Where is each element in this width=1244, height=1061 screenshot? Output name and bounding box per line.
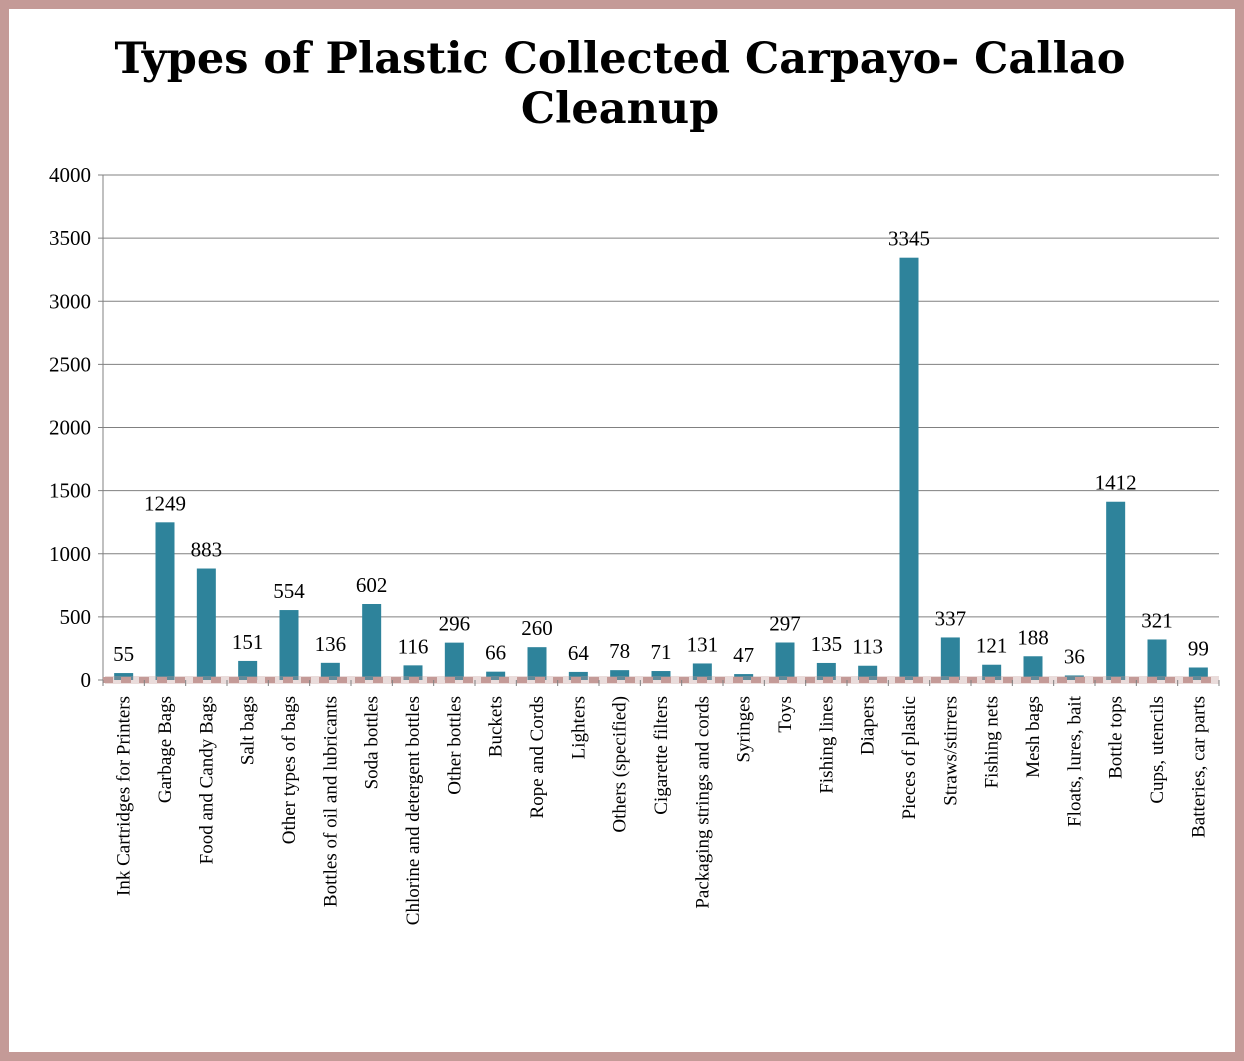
bar — [1147, 639, 1167, 680]
x-tick-label: Mesh bags — [1023, 696, 1044, 778]
x-tick-label: Soda bottles — [362, 696, 383, 789]
bar — [651, 671, 671, 680]
bar — [610, 670, 630, 680]
y-tick-label: 1500 — [49, 479, 91, 503]
data-label: 1249 — [144, 491, 186, 515]
bar — [816, 662, 836, 680]
data-label: 71 — [651, 640, 672, 664]
bar — [196, 568, 216, 680]
bar — [1188, 667, 1208, 680]
bar — [734, 674, 754, 680]
bar — [114, 673, 134, 680]
data-label: 883 — [191, 538, 223, 562]
bar — [982, 664, 1002, 680]
data-label: 55 — [113, 642, 134, 666]
x-tick-label: Rope and Cords — [527, 696, 548, 818]
y-tick-label: 0 — [81, 668, 92, 692]
bar — [940, 637, 960, 680]
y-tick-label: 2500 — [49, 352, 91, 376]
x-tick-label: Food and Candy Bags — [196, 696, 217, 864]
data-label: 47 — [733, 643, 754, 667]
data-label: 66 — [485, 641, 506, 665]
data-label: 321 — [1141, 608, 1173, 632]
data-label: 36 — [1064, 644, 1085, 668]
x-tick-label: Other types of bags — [279, 696, 300, 844]
data-label: 151 — [232, 630, 264, 654]
data-label: 296 — [439, 612, 471, 636]
x-tick-label: Chlorine and detergent bottles — [403, 696, 424, 925]
x-tick-label: Diapers — [858, 696, 879, 755]
data-label: 136 — [315, 632, 347, 656]
x-tick-label: Fishing nets — [982, 696, 1003, 788]
bar — [486, 671, 506, 680]
x-tick-label: Pieces of plastic — [899, 696, 920, 819]
data-label: 188 — [1017, 625, 1049, 649]
bar — [403, 665, 423, 680]
bar — [320, 662, 340, 680]
y-tick-label: 3000 — [49, 289, 91, 313]
x-tick-label: Batteries, car parts — [1188, 696, 1209, 838]
y-tick-label: 2000 — [49, 416, 91, 440]
x-tick-label: Other bottles — [444, 696, 465, 795]
bar — [568, 671, 588, 680]
x-tick-label: Bottle tops — [1106, 696, 1127, 779]
data-label: 116 — [398, 634, 429, 658]
data-label: 602 — [356, 573, 388, 597]
y-tick-label: 1000 — [49, 542, 91, 566]
data-label: 1412 — [1095, 471, 1137, 495]
data-label: 3345 — [888, 227, 930, 251]
x-tick-label: Ink Cartridges for Printers — [114, 696, 135, 896]
data-label: 297 — [769, 612, 801, 636]
x-tick-label: Buckets — [486, 696, 507, 757]
y-tick-label: 4000 — [49, 163, 91, 187]
data-label: 337 — [935, 606, 967, 630]
data-label: 131 — [687, 632, 719, 656]
bar — [527, 647, 547, 680]
data-label: 78 — [609, 639, 630, 663]
x-tick-label: Packaging strings and cords — [692, 696, 713, 909]
data-label: 99 — [1188, 637, 1209, 661]
bar — [279, 610, 299, 680]
x-tick-label: Straws/stirrers — [940, 696, 961, 806]
y-tick-label: 500 — [60, 605, 92, 629]
bar — [899, 257, 919, 680]
bar — [1064, 675, 1084, 680]
bar — [444, 642, 464, 680]
x-tick-label: Cigarette filters — [651, 696, 672, 815]
bar — [1106, 501, 1126, 680]
bar — [238, 660, 258, 680]
data-label: 135 — [811, 632, 843, 656]
x-tick-label: Bottles of oil and lubricants — [320, 696, 341, 907]
data-label: 113 — [852, 635, 883, 659]
x-tick-label: Salt bags — [238, 696, 259, 765]
x-tick-label: Fishing lines — [816, 696, 837, 794]
x-tick-label: Garbage Bags — [155, 696, 176, 803]
data-label: 554 — [273, 579, 305, 603]
data-label: 121 — [976, 634, 1008, 658]
bar — [1023, 656, 1043, 680]
bar — [692, 663, 712, 680]
data-label: 64 — [568, 641, 590, 665]
x-tick-label: Lighters — [568, 696, 589, 759]
x-tick-label: Syringes — [734, 696, 755, 763]
chart-title: Types of Plastic Collected Carpayo- Call… — [114, 34, 1126, 134]
data-label: 260 — [521, 616, 553, 640]
bar — [775, 642, 795, 680]
bar — [362, 603, 382, 680]
bar — [155, 522, 175, 680]
bar — [858, 665, 878, 680]
x-tick-label: Others (specified) — [610, 696, 631, 833]
x-tick-label: Cups, utencils — [1147, 696, 1168, 804]
x-tick-label: Floats, lures, bait — [1064, 695, 1085, 827]
y-tick-label: 3500 — [49, 226, 91, 250]
x-tick-label: Toys — [775, 696, 796, 733]
